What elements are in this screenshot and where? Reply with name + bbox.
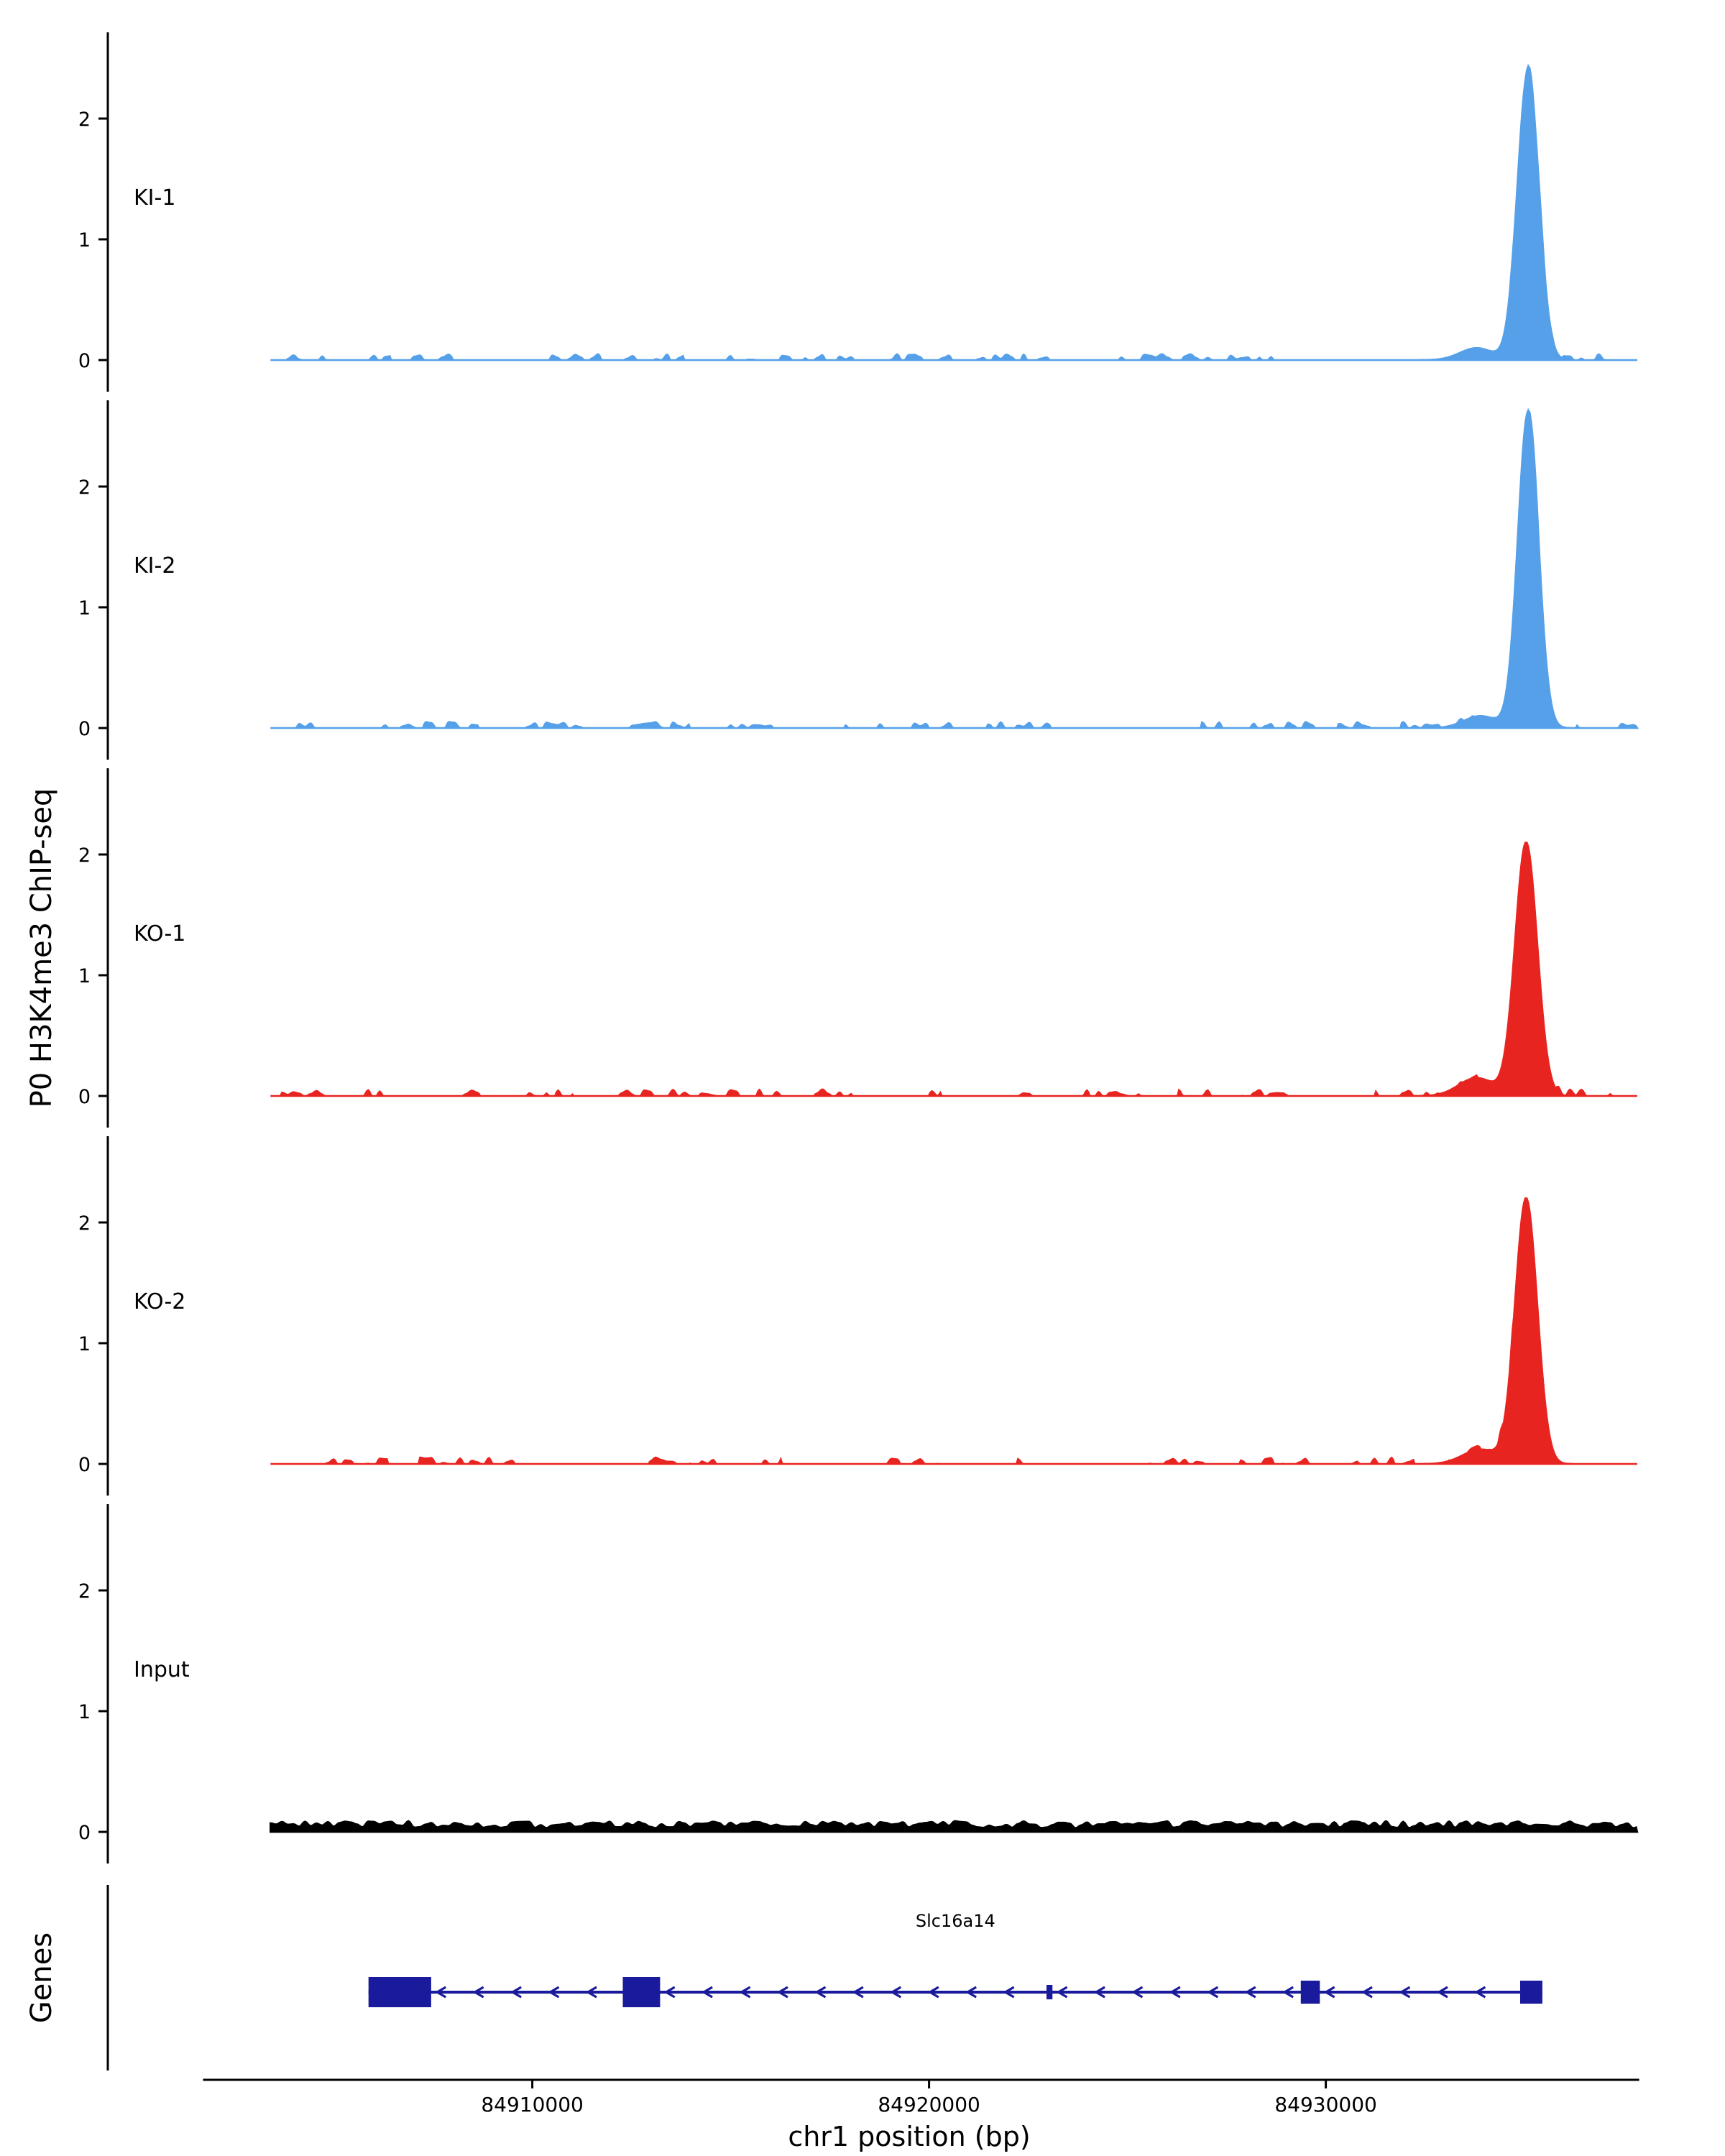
x-tick-label: 84910000 — [481, 2093, 584, 2116]
strand-arrow-left-icon — [548, 1986, 560, 1999]
signal-tracks-container: 0 1 2 KI-1 0 1 2 KI-2 0 1 2 KO-1 0 1 2 KO-2 0 1 2 Input — [0, 32, 1725, 1872]
x-axis: 84910000 84920000 84930000 chr1 position (b… — [0, 2073, 1725, 2156]
y-tick-label: 0 — [78, 1454, 91, 1476]
track-plot-input: 0 1 2 Input — [78, 1504, 1639, 1864]
signal-area-input — [270, 1820, 1639, 1833]
strand-arrow-left-icon — [1399, 1986, 1411, 1999]
track-panel-ko-1: 0 1 2 KO-1 — [0, 768, 1725, 1128]
y-tick-label: 2 — [78, 476, 91, 499]
track-label: KO-1 — [134, 921, 185, 946]
gene-track-plot: Slc16a14 — [106, 1885, 1542, 2070]
y-tick-label: 2 — [78, 1580, 91, 1603]
track-label: Input — [134, 1657, 190, 1682]
track-plot-ki-1: 0 1 2 KI-1 — [78, 32, 1637, 392]
signal-area-ko-1 — [270, 842, 1637, 1097]
track-label: KI-2 — [134, 553, 175, 579]
strand-arrow-left-icon — [1207, 1986, 1219, 1999]
strand-arrow-left-icon — [472, 1986, 484, 1999]
y-tick-label: 0 — [78, 350, 91, 372]
strand-arrow-left-icon — [1056, 1986, 1068, 1999]
y-tick-label: 0 — [78, 1822, 91, 1844]
track-panel-ki-2: 0 1 2 KI-2 — [0, 400, 1725, 760]
signal-area-ki-2 — [270, 407, 1639, 729]
y-tick-label: 1 — [78, 229, 91, 252]
strand-arrow-left-icon — [814, 1986, 827, 1999]
strand-arrow-left-icon — [435, 1986, 447, 1999]
y-tick-label: 1 — [78, 597, 91, 619]
strand-arrow-left-icon — [1436, 1986, 1448, 1999]
signal-area-ko-2 — [270, 1197, 1637, 1465]
strand-arrow-left-icon — [1169, 1986, 1181, 1999]
exon-rect — [622, 1977, 661, 2007]
strand-arrow-left-icon — [585, 1986, 597, 1999]
y-tick-label: 2 — [78, 109, 91, 131]
exon-rect — [1300, 1981, 1320, 2004]
track-plot-ko-1: 0 1 2 KO-1 — [78, 768, 1637, 1128]
track-panel-input: 0 1 2 Input — [0, 1504, 1725, 1864]
exon-rect — [1046, 1985, 1053, 1999]
strand-arrow-left-icon — [852, 1986, 864, 1999]
x-axis-plot: 84910000 84920000 84930000 chr1 position (b… — [203, 2078, 1639, 2152]
track-plot-ki-2: 0 1 2 KI-2 — [78, 400, 1639, 760]
strand-arrow-left-icon — [1093, 1986, 1105, 1999]
y-tick-label: 1 — [78, 1333, 91, 1355]
track-label: KO-2 — [134, 1289, 185, 1314]
track-panel-ki-1: 0 1 2 KI-1 — [0, 32, 1725, 392]
y-tick-label: 0 — [78, 718, 91, 740]
strand-arrow-left-icon — [663, 1986, 676, 1999]
strand-arrow-left-icon — [701, 1986, 713, 1999]
strand-arrow-left-icon — [1323, 1986, 1335, 1999]
strand-arrow-left-icon — [1244, 1986, 1256, 1999]
strand-arrow-left-icon — [965, 1986, 978, 1999]
track-plot-ko-2: 0 1 2 KO-2 — [78, 1136, 1637, 1496]
y-tick-label: 0 — [78, 1086, 91, 1108]
strand-arrow-left-icon — [1003, 1986, 1015, 1999]
exon-rect — [1520, 1981, 1542, 2004]
strand-arrow-left-icon — [510, 1986, 522, 1999]
strand-arrow-left-icon — [890, 1986, 902, 1999]
signal-area-ki-1 — [270, 63, 1637, 361]
gene-track-panel: Slc16a14 — [0, 1885, 1725, 2070]
strand-arrow-left-icon — [1474, 1986, 1486, 1999]
strand-arrow-left-icon — [739, 1986, 751, 1999]
y-tick-label: 1 — [78, 1701, 91, 1723]
x-axis-title: chr1 position (bp) — [788, 2121, 1030, 2152]
x-tick-label: 84930000 — [1274, 2093, 1377, 2116]
exon-rect — [368, 1977, 431, 2007]
x-tick-label: 84920000 — [878, 2093, 980, 2116]
strand-arrow-left-icon — [776, 1986, 788, 1999]
y-tick-label: 2 — [78, 1212, 91, 1235]
gene-name-label: Slc16a14 — [916, 1911, 995, 1931]
strand-arrow-left-icon — [1282, 1986, 1294, 1999]
y-tick-label: 1 — [78, 965, 91, 987]
y-tick-label: 2 — [78, 844, 91, 867]
strand-arrow-left-icon — [1131, 1986, 1144, 1999]
strand-arrow-left-icon — [927, 1986, 939, 1999]
strand-arrow-left-icon — [1361, 1986, 1373, 1999]
track-panel-ko-2: 0 1 2 KO-2 — [0, 1136, 1725, 1496]
track-label: KI-1 — [134, 185, 175, 211]
